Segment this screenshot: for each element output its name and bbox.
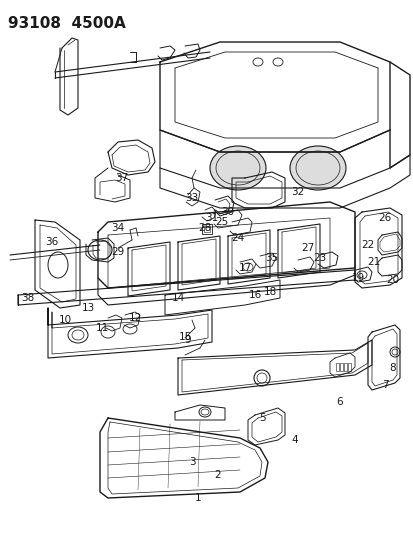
Text: 2: 2 xyxy=(214,470,221,480)
Text: 25: 25 xyxy=(215,217,228,227)
Ellipse shape xyxy=(289,146,345,190)
Bar xyxy=(202,224,211,234)
Text: 33: 33 xyxy=(185,193,198,203)
Text: 37: 37 xyxy=(115,173,128,183)
Text: 32: 32 xyxy=(291,187,304,197)
Text: 6: 6 xyxy=(336,397,342,407)
Text: 13: 13 xyxy=(81,303,95,313)
Text: 36: 36 xyxy=(45,237,59,247)
Text: 7: 7 xyxy=(381,380,387,390)
Bar xyxy=(204,226,209,232)
Text: 20: 20 xyxy=(385,275,399,285)
Text: 18: 18 xyxy=(263,287,276,297)
Ellipse shape xyxy=(209,146,266,190)
Text: 93108  4500A: 93108 4500A xyxy=(8,16,126,31)
Text: 23: 23 xyxy=(313,253,326,263)
Text: 4: 4 xyxy=(291,435,298,445)
Text: 5: 5 xyxy=(259,413,266,423)
Text: 11: 11 xyxy=(95,323,108,333)
Text: 3: 3 xyxy=(188,457,195,467)
Text: 14: 14 xyxy=(171,293,184,303)
Bar xyxy=(343,363,346,371)
Text: 34: 34 xyxy=(111,223,124,233)
Text: 29: 29 xyxy=(111,247,124,257)
Bar xyxy=(335,363,338,371)
Text: 17: 17 xyxy=(238,263,251,273)
Text: 28: 28 xyxy=(198,223,211,233)
Bar xyxy=(339,363,342,371)
Text: 10: 10 xyxy=(58,315,71,325)
Bar xyxy=(347,363,350,371)
Text: 12: 12 xyxy=(128,313,141,323)
Text: 9: 9 xyxy=(184,335,191,345)
Text: 31: 31 xyxy=(205,213,218,223)
Text: 35: 35 xyxy=(265,253,278,263)
Text: 19: 19 xyxy=(351,273,364,283)
Text: 38: 38 xyxy=(21,293,35,303)
Text: 1: 1 xyxy=(194,493,201,503)
Text: 22: 22 xyxy=(361,240,374,250)
Text: 21: 21 xyxy=(366,257,380,267)
Text: 15: 15 xyxy=(178,332,191,342)
Text: 26: 26 xyxy=(377,213,391,223)
Text: 24: 24 xyxy=(231,233,244,243)
Text: 30: 30 xyxy=(221,207,234,217)
Text: 8: 8 xyxy=(389,363,395,373)
Text: 27: 27 xyxy=(301,243,314,253)
Text: 16: 16 xyxy=(248,290,261,300)
